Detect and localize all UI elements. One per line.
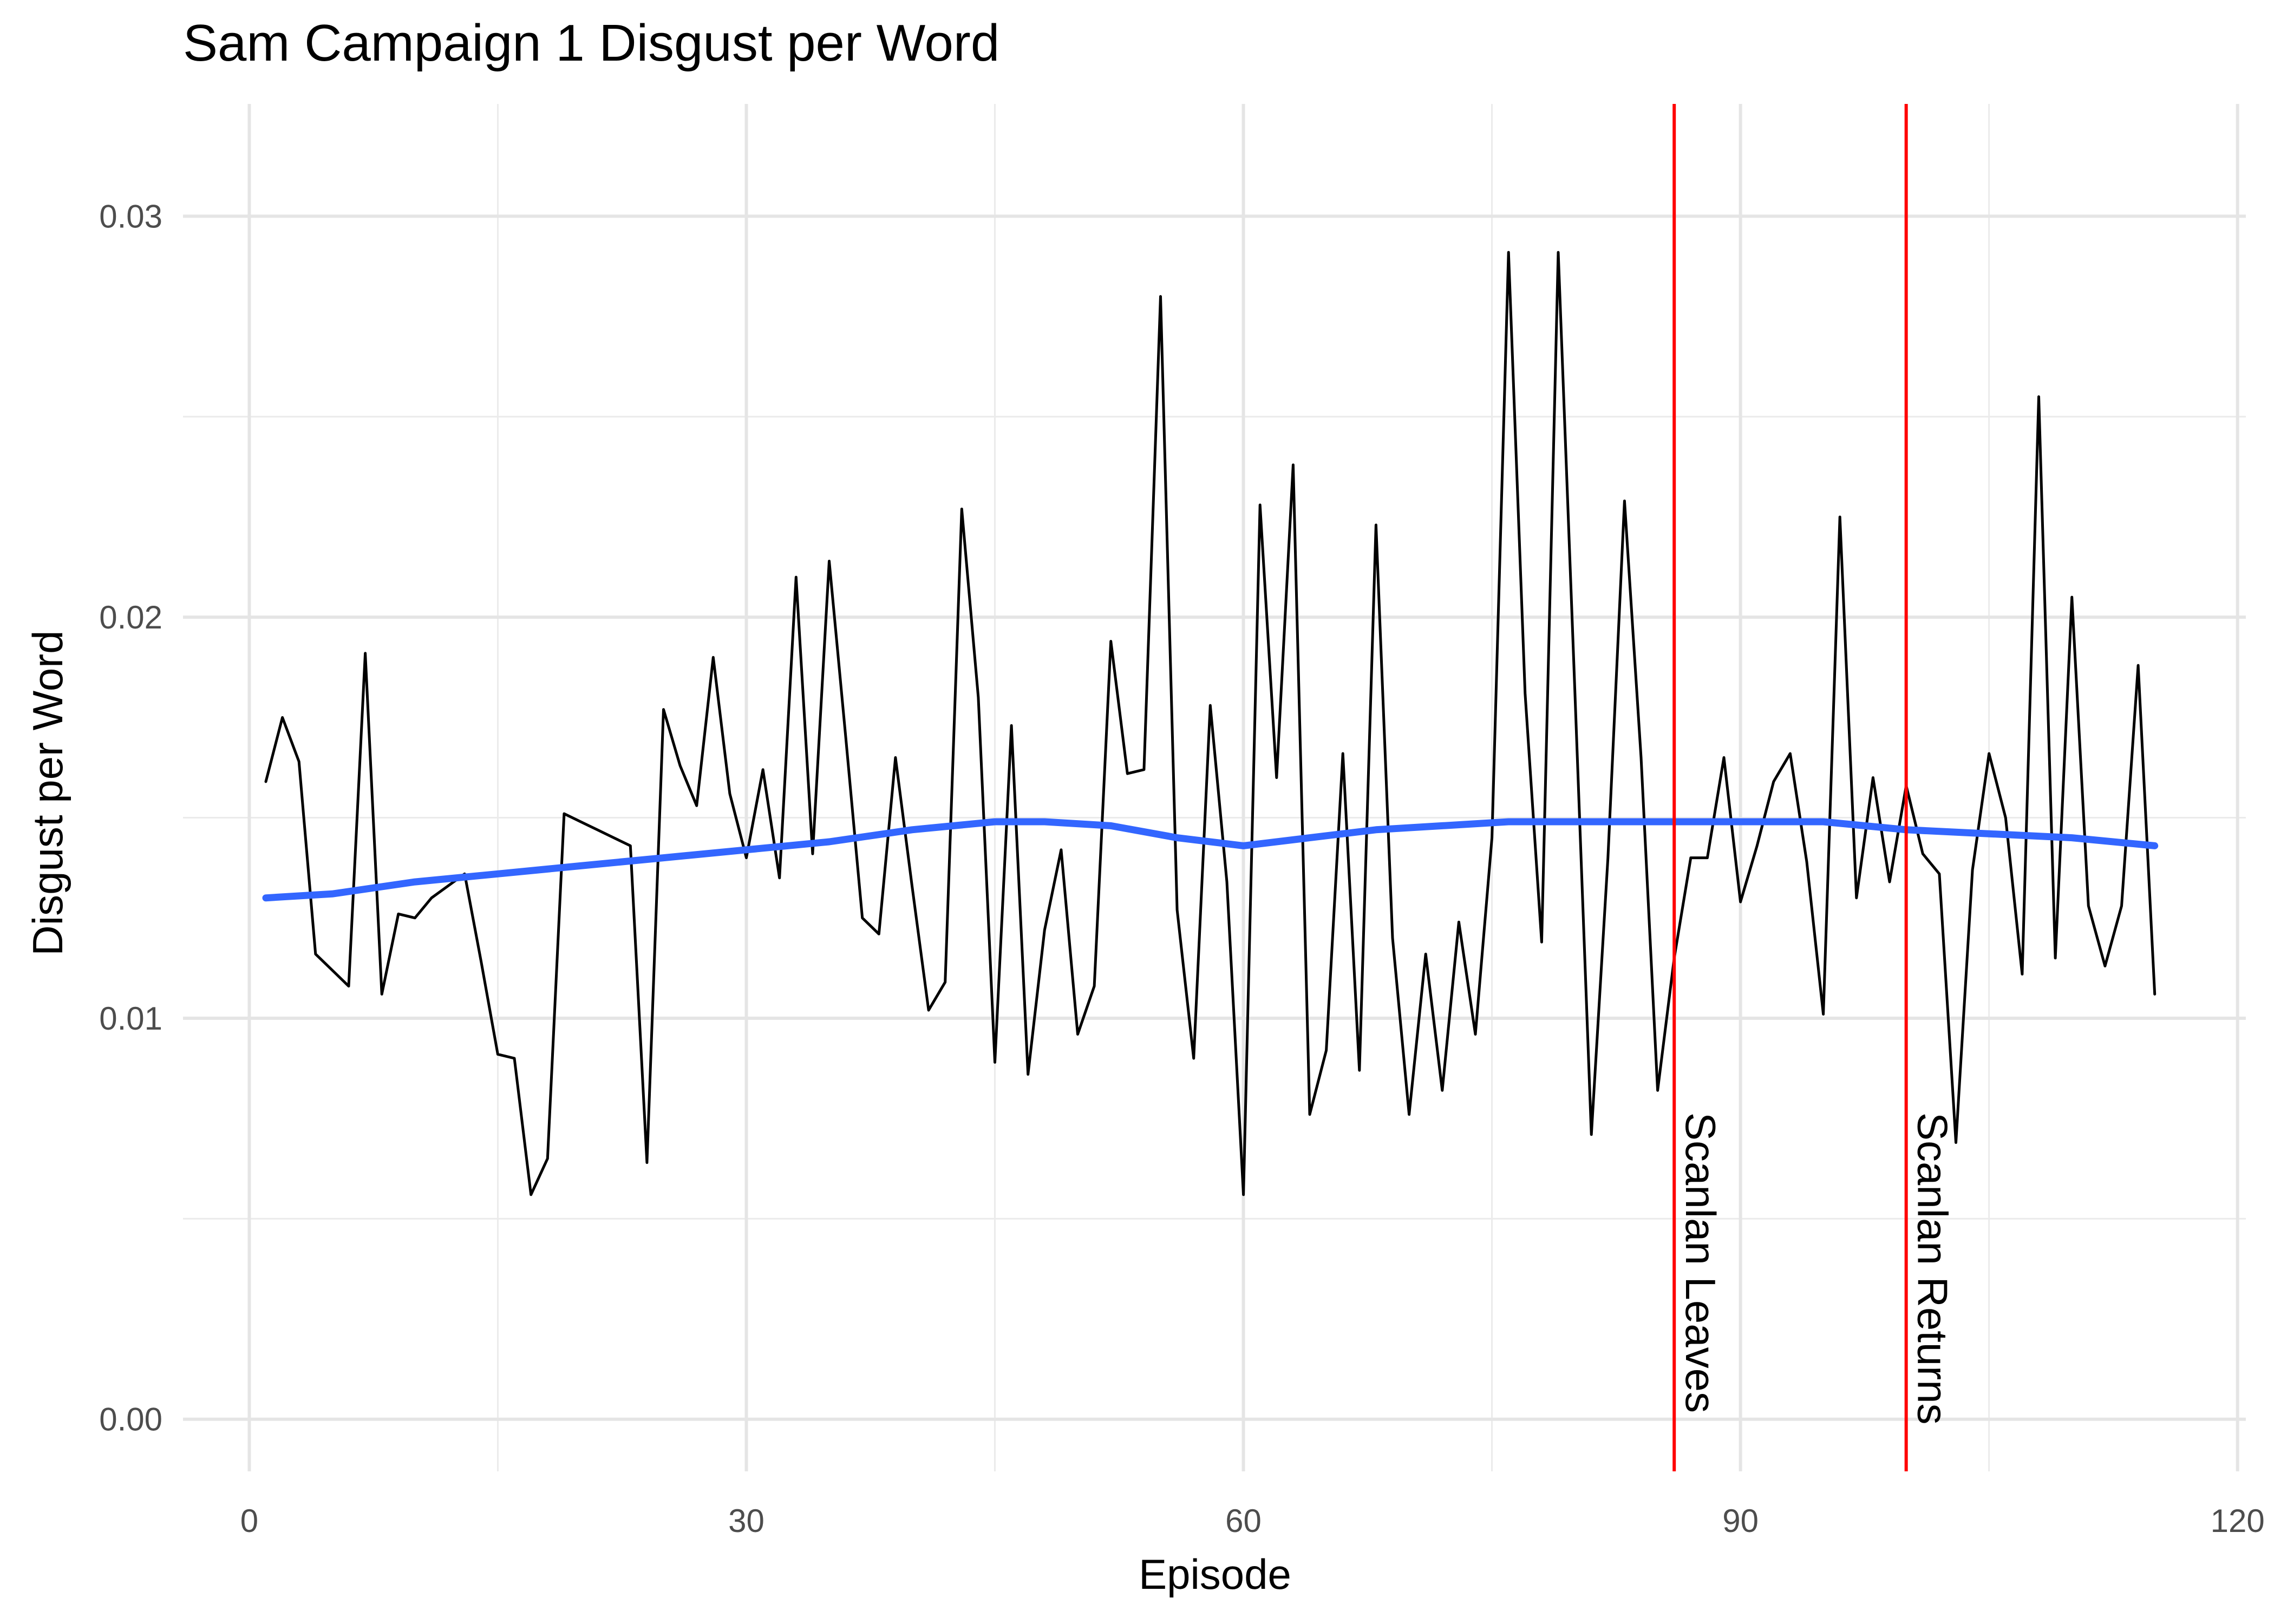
x-tick-label: 90	[1722, 1503, 1759, 1539]
smooth-trend-line	[262, 818, 2159, 902]
x-axis-label: Episode	[1139, 1550, 1291, 1598]
x-tick-label: 0	[240, 1503, 258, 1539]
chart-title: Sam Campaign 1 Disgust per Word	[183, 14, 999, 72]
disgust-series-line	[264, 251, 2157, 1196]
y-tick-label: 0.00	[99, 1402, 162, 1438]
x-tick-label: 30	[728, 1503, 764, 1539]
x-tick-label: 120	[2211, 1503, 2265, 1539]
reference-vline-label: Scanlan Leaves	[1677, 1112, 1724, 1413]
y-axis-label: Disgust per Word	[24, 630, 71, 955]
y-tick-label: 0.01	[99, 1000, 162, 1037]
x-tick-label: 60	[1225, 1503, 1262, 1539]
y-tick-label: 0.03	[99, 198, 162, 234]
reference-vline-label: Scanlan Returns	[1909, 1112, 1957, 1425]
y-tick-label: 0.02	[99, 599, 162, 636]
